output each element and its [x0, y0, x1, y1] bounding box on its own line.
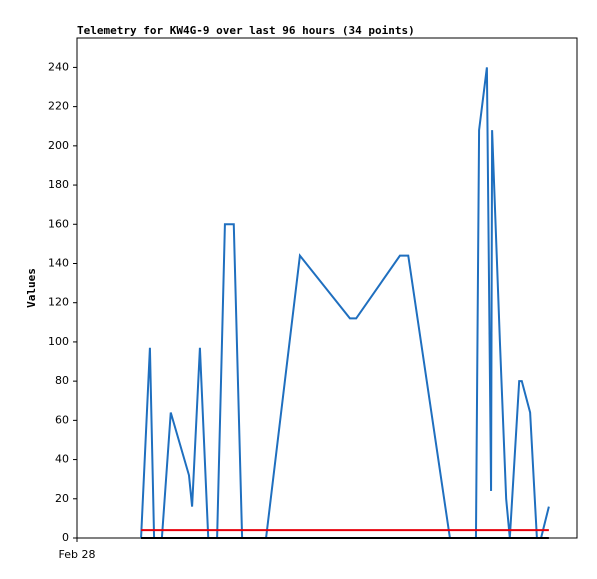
- y-tick-label: 40: [55, 453, 69, 466]
- y-tick-label: 80: [55, 374, 69, 387]
- y-tick-label: 120: [48, 296, 69, 309]
- chart-title: Telemetry for KW4G-9 over last 96 hours …: [77, 24, 415, 37]
- y-tick-label: 140: [48, 256, 69, 269]
- y-tick-label: 220: [48, 100, 69, 113]
- y-tick-label: 160: [48, 217, 69, 230]
- y-tick-label: 200: [48, 139, 69, 152]
- data-line: [140, 67, 550, 539]
- y-tick-label: 100: [48, 335, 69, 348]
- y-tick-label: 0: [62, 531, 69, 544]
- y-axis-label: Values: [25, 268, 38, 308]
- y-tick-label: 240: [48, 60, 69, 73]
- x-tick-label: Feb 28: [59, 548, 96, 561]
- y-tick-label: 180: [48, 178, 69, 191]
- y-tick-label: 60: [55, 413, 69, 426]
- y-tick-label: 20: [55, 492, 69, 505]
